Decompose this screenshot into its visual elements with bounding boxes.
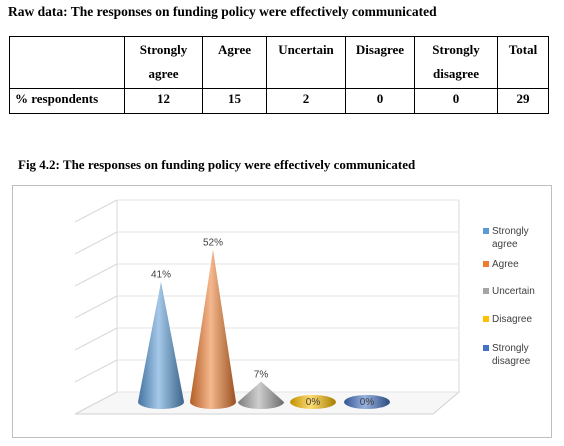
- legend-swatch: [483, 228, 489, 234]
- gridline: [74, 199, 118, 223]
- chart-data-labels: 41% 52% 7% 0% 0%: [151, 237, 374, 408]
- table-row: % respondents 12 15 2 0 0 29: [9, 88, 549, 114]
- chart-cones: [138, 249, 390, 409]
- gridline: [74, 295, 118, 319]
- cone-strongly-disagree: [344, 395, 390, 409]
- legend-swatch: [483, 345, 489, 351]
- raw-data-title: Raw data: The responses on funding polic…: [8, 4, 437, 19]
- table-header-cell: Strongly agree: [124, 36, 203, 89]
- legend-entry-line: Strongly: [492, 226, 529, 237]
- cone-disagree: [290, 395, 336, 409]
- data-label: 0%: [306, 397, 321, 408]
- data-label: 41%: [151, 270, 171, 281]
- legend-swatch: [483, 261, 489, 267]
- legend-entry-line: disagree: [492, 356, 531, 367]
- legend-entry: Disagree: [492, 314, 532, 325]
- table-cell: 2: [266, 88, 346, 114]
- table-cell: 12: [124, 88, 203, 114]
- table-header-cell: Uncertain: [266, 36, 346, 89]
- legend-entry-line: agree: [492, 239, 518, 250]
- table-header-blank: [9, 36, 125, 89]
- table-header-cell: Agree: [202, 36, 267, 89]
- cone-agree: [190, 249, 236, 409]
- cone-uncertain: [238, 381, 284, 409]
- legend-swatch: [483, 288, 489, 294]
- table-header-cell: Disagree: [345, 36, 415, 89]
- data-label: 52%: [203, 237, 223, 248]
- gridline: [74, 391, 118, 415]
- legend-entry: Strongly agree: [492, 226, 529, 250]
- cone-chart: 41% 52% 7% 0% 0% Strongly agree Agree Uncertain…: [74, 199, 535, 415]
- legend-entry: Uncertain: [492, 286, 535, 297]
- raw-data-table: Strongly agree Agree Uncertain Disagree …: [9, 36, 549, 114]
- table-cell: 29: [497, 88, 549, 114]
- legend-entry-line: Strongly: [492, 343, 529, 354]
- gridline: [74, 231, 118, 255]
- table-header-row: Strongly agree Agree Uncertain Disagree …: [9, 36, 549, 89]
- data-label: 7%: [254, 369, 269, 380]
- chart-legend: Strongly agree Agree Uncertain Disagree Stron…: [483, 226, 535, 367]
- table-cell: 15: [202, 88, 267, 114]
- gridline: [74, 327, 118, 351]
- table-cell: 0: [414, 88, 498, 114]
- table-row-label: % respondents: [9, 88, 125, 114]
- legend-entry: Strongly disagree: [492, 343, 531, 367]
- legend-swatch: [483, 316, 489, 322]
- cone-strongly-agree: [138, 281, 184, 409]
- data-label: 0%: [360, 397, 375, 408]
- chart-gridlines: [74, 199, 459, 415]
- gridline: [74, 263, 118, 287]
- legend-entry: Agree: [492, 259, 519, 270]
- figure-title: Fig 4.2: The responses on funding policy…: [18, 157, 416, 172]
- table-header-cell: Total: [497, 36, 549, 89]
- table-header-cell: Strongly disagree: [414, 36, 498, 89]
- table-cell: 0: [345, 88, 415, 114]
- chart-container: 41% 52% 7% 0% 0% Strongly agree Agree Uncertain…: [12, 185, 552, 438]
- gridline: [74, 359, 118, 383]
